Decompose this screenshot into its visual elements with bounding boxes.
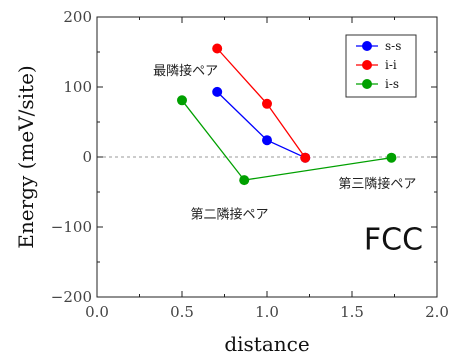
data-point-s-s: [262, 135, 272, 146]
legend-label-i-s: i-s: [385, 77, 399, 91]
legend-label-s-s: s-s: [385, 39, 401, 53]
legend-marker-i-s: [362, 79, 372, 89]
data-point-i-i: [262, 98, 272, 109]
legend-marker-i-i: [362, 60, 372, 70]
axis-ticks: 0.0 0.5 1.0 1.5 2.0 200 100 0 −100 −200: [51, 8, 449, 321]
annotation-label: 第二隣接ペア: [191, 207, 269, 223]
data-point-i-i: [300, 152, 311, 163]
legend-marker-s-s: [362, 41, 372, 51]
legend: s-s i-i i-s: [345, 34, 417, 98]
data-point-i-s: [239, 175, 250, 186]
series-i-s: [177, 95, 397, 186]
y-tick-label: 0: [82, 148, 92, 166]
y-tick-label: −200: [51, 288, 92, 306]
structure-label: FCC: [364, 222, 423, 257]
x-tick-label: 1.0: [255, 303, 279, 321]
x-tick-label: 2.0: [425, 303, 449, 321]
legend-label-i-i: i-i: [385, 58, 397, 72]
x-axis-title: distance: [224, 332, 309, 356]
y-tick-label: −100: [51, 218, 92, 236]
x-tick-label: 1.5: [340, 303, 364, 321]
x-tick-label: 0.5: [170, 303, 194, 321]
legend-box: [345, 34, 417, 98]
series-i-i: [212, 43, 311, 163]
x-tick-label: 0.0: [85, 303, 109, 321]
y-axis-title: Energy (meV/site): [14, 65, 38, 248]
annotation-label: 第三隣接ペア: [338, 176, 416, 192]
data-point-i-s: [177, 95, 187, 106]
data-point-i-i: [212, 43, 223, 54]
data-point-i-s: [386, 152, 397, 163]
data-point-s-s: [212, 86, 223, 97]
annotation-label: 最隣接ペア: [153, 63, 218, 79]
y-tick-label: 100: [63, 78, 92, 96]
series-layer: [177, 43, 397, 186]
y-tick-label: 200: [63, 8, 92, 26]
